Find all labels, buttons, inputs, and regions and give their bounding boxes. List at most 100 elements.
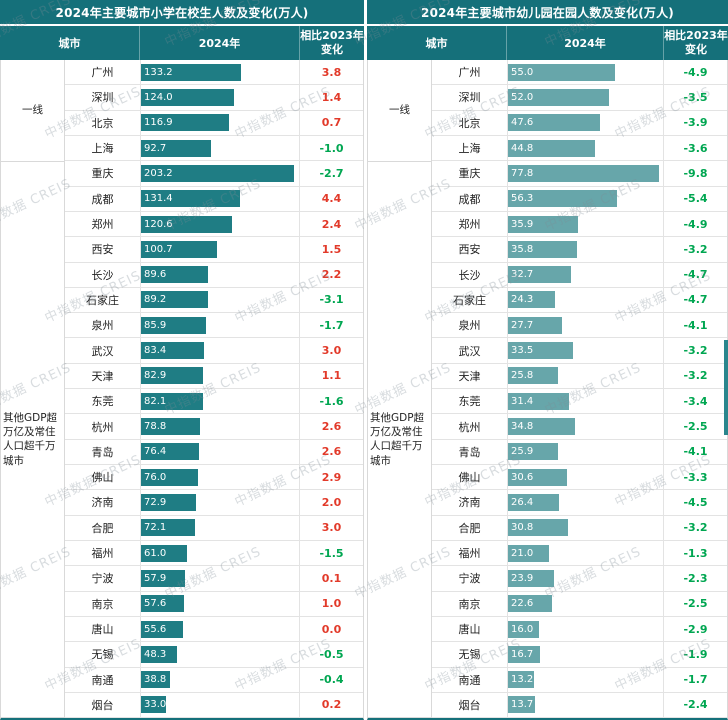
value-bar: 55.0 — [508, 63, 615, 81]
panel-kindergarten: 2024年主要城市幼儿园在园人数及变化(万人) 城市 2024年 相比2023年… — [367, 0, 728, 720]
bar-cell: 23.9 — [508, 566, 663, 590]
table-row: 宁波 23.9 -2.3 — [432, 566, 727, 592]
city-label: 泉州 — [432, 313, 508, 338]
bar-value-label: 57.6 — [144, 598, 167, 610]
change-value: -2.5 — [663, 591, 727, 616]
change-value: -3.5 — [663, 85, 727, 110]
table-row: 成都 56.3 -5.4 — [432, 186, 727, 212]
bar-cell: 89.6 — [141, 263, 299, 287]
table-row: 天津 82.9 1.1 — [65, 363, 363, 390]
bar-cell: 131.4 — [141, 187, 299, 211]
city-label: 泉州 — [65, 313, 141, 338]
change-value: 3.0 — [299, 338, 363, 363]
column-header-change: 相比2023年 变化 — [300, 26, 364, 60]
table-row: 石家庄 89.2 -3.1 — [65, 287, 363, 314]
value-bar: 82.1 — [141, 392, 203, 410]
bar-cell: 35.9 — [508, 212, 663, 236]
bar-cell: 33.0 — [141, 693, 299, 717]
bar-cell: 82.9 — [141, 364, 299, 388]
bar-cell: 77.8 — [508, 161, 663, 185]
city-label: 无锡 — [65, 642, 141, 667]
table-row: 青岛 25.9 -4.1 — [432, 439, 727, 465]
change-value: -3.6 — [663, 135, 727, 161]
change-value: -1.5 — [299, 540, 363, 566]
value-bar: 27.7 — [508, 316, 562, 334]
city-label: 南通 — [432, 667, 508, 692]
city-label: 合肥 — [65, 515, 141, 540]
bar-value-label: 55.6 — [144, 623, 167, 635]
bar-cell: 24.3 — [508, 288, 663, 312]
table-row: 上海 92.7 -1.0 — [65, 135, 363, 162]
group-column: 一线 其他GDP超万亿及常住人口超千万城市 — [1, 60, 65, 718]
value-bar: 24.3 — [508, 291, 556, 309]
table-row: 郑州 120.6 2.4 — [65, 211, 363, 238]
bar-value-label: 100.7 — [144, 243, 173, 255]
change-value: 0.7 — [299, 110, 363, 135]
table-row: 武汉 83.4 3.0 — [65, 338, 363, 364]
title-divider — [367, 24, 728, 26]
bar-value-label: 16.7 — [511, 648, 534, 660]
bar-value-label: 48.3 — [144, 648, 167, 660]
value-bar: 34.8 — [508, 418, 576, 436]
change-value: -3.2 — [663, 237, 727, 262]
change-value: -4.1 — [663, 313, 727, 338]
bar-value-label: 55.0 — [511, 66, 534, 78]
bar-value-label: 34.8 — [511, 421, 534, 433]
bar-cell: 33.5 — [508, 338, 663, 362]
panel-title-kindergarten: 2024年主要城市幼儿园在园人数及变化(万人) — [367, 0, 728, 24]
group-label: 其他GDP超万亿及常住人口超千万城市 — [368, 162, 431, 718]
change-value: -1.3 — [663, 540, 727, 566]
city-label: 合肥 — [432, 515, 508, 540]
bar-value-label: 47.6 — [511, 117, 534, 129]
bar-cell: 31.4 — [508, 389, 663, 413]
table-row: 北京 116.9 0.7 — [65, 110, 363, 136]
city-label: 佛山 — [65, 465, 141, 490]
change-value: -0.5 — [299, 642, 363, 667]
value-bar: 35.9 — [508, 215, 578, 233]
change-value: -3.3 — [663, 465, 727, 490]
bar-value-label: 13.2 — [511, 674, 534, 686]
bar-value-label: 52.0 — [511, 91, 534, 103]
table-row: 福州 21.0 -1.3 — [432, 540, 727, 567]
value-bar: 25.8 — [508, 367, 559, 385]
change-value: -5.4 — [663, 186, 727, 211]
bar-value-label: 25.8 — [511, 370, 534, 382]
table-row: 无锡 48.3 -0.5 — [65, 642, 363, 668]
city-label: 青岛 — [432, 439, 508, 464]
scrollbar-thumb[interactable] — [724, 340, 728, 435]
table-row: 重庆 203.2 -2.7 — [65, 161, 363, 187]
group-label: 一线 — [1, 60, 64, 162]
table-row: 重庆 77.8 -9.8 — [432, 161, 727, 187]
bar-cell: 83.4 — [141, 338, 299, 362]
value-bar: 131.4 — [141, 190, 240, 208]
bar-value-label: 61.0 — [144, 547, 167, 559]
city-label: 烟台 — [432, 692, 508, 718]
bar-cell: 30.6 — [508, 465, 663, 489]
change-value: 1.4 — [299, 85, 363, 110]
value-bar: 47.6 — [508, 114, 601, 132]
city-label: 广州 — [432, 60, 508, 85]
bar-value-label: 78.8 — [144, 421, 167, 433]
value-bar: 48.3 — [141, 645, 178, 663]
city-label: 济南 — [65, 490, 141, 515]
city-label: 东莞 — [65, 389, 141, 414]
table-row: 武汉 33.5 -3.2 — [432, 338, 727, 364]
table-row: 唐山 16.0 -2.9 — [432, 616, 727, 643]
value-bar: 82.9 — [141, 367, 204, 385]
value-bar: 32.7 — [508, 266, 572, 284]
table-row: 佛山 30.6 -3.3 — [432, 465, 727, 491]
table-row: 郑州 35.9 -4.9 — [432, 211, 727, 238]
city-label: 成都 — [65, 186, 141, 211]
column-header-change: 相比2023年 变化 — [664, 26, 728, 60]
city-label: 北京 — [65, 110, 141, 135]
value-bar: 124.0 — [141, 88, 235, 106]
table-row: 合肥 30.8 -3.2 — [432, 515, 727, 541]
value-bar: 89.6 — [141, 266, 209, 284]
change-value: -1.0 — [299, 135, 363, 161]
value-bar: 38.8 — [141, 671, 171, 689]
value-bar: 52.0 — [508, 88, 609, 106]
change-value: -3.1 — [299, 287, 363, 313]
table-row: 南通 38.8 -0.4 — [65, 667, 363, 693]
value-bar: 85.9 — [141, 316, 206, 334]
bar-value-label: 76.4 — [144, 446, 167, 458]
